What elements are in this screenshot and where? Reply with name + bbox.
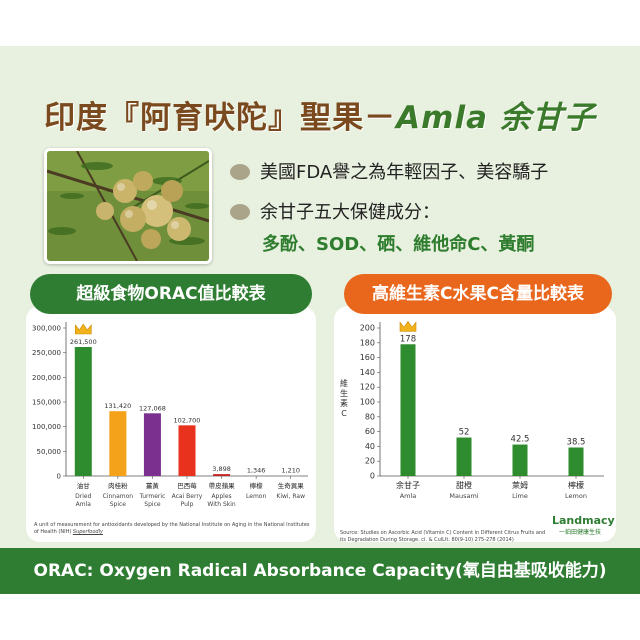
x-tick-label-zh: 巴西莓 — [177, 481, 197, 490]
y-tick-label: 50,000 — [37, 448, 62, 456]
y-tick-label: 160 — [360, 353, 375, 362]
data-label: 1,210 — [281, 466, 300, 474]
y-tick-label: 80 — [365, 412, 375, 421]
crown-icon — [399, 320, 417, 332]
x-tick-label-zh: 余甘子 — [396, 480, 420, 490]
y-axis-label-char: 維 — [340, 378, 348, 388]
superfoodly-link[interactable]: Superfoodly — [72, 529, 103, 535]
y-tick-label: 100 — [360, 398, 375, 407]
bullet-dot-icon — [230, 164, 250, 180]
data-label: 3,898 — [212, 465, 231, 473]
y-axis-label-char: 生 — [340, 388, 348, 398]
x-tick-label-en: Acai Berry — [172, 493, 203, 500]
bar — [143, 413, 161, 476]
bullet-dot-icon — [230, 204, 250, 220]
y-axis-label-char: 素 — [340, 398, 348, 408]
y-tick-label: 100,000 — [32, 423, 61, 431]
vitc-footnote: Source: Studies on Ascorbic Acid (Vitami… — [340, 530, 546, 543]
x-tick-label-en: Amla — [400, 492, 417, 500]
y-tick-label: 200 — [360, 324, 375, 333]
bar — [74, 346, 92, 476]
title-accent: Amla 余甘子 — [396, 100, 596, 136]
orac-footnote: A unit of measurement for antioxidants d… — [34, 522, 314, 536]
y-tick-label: 300,000 — [32, 325, 61, 333]
data-label: 52 — [459, 428, 470, 438]
ingredients-list: 多酚、SOD、硒、維他命C、黃酮 — [262, 234, 535, 255]
y-tick-label: 60 — [365, 427, 375, 436]
data-label: 1,346 — [247, 466, 266, 474]
x-tick-label-en: Lemon — [246, 493, 266, 500]
orac-chart-card: 0 50,000 100,000 150,000 200,000 250,000 300,0… — [26, 306, 316, 542]
x-tick-label-zh: 肉桂粉 — [108, 481, 128, 490]
footer-banner: ORAC: Oxygen Radical Absorbance Capacity… — [0, 548, 640, 594]
crown-icon — [74, 323, 92, 335]
x-tick-label-en: Turmeric — [138, 493, 165, 500]
bar — [213, 474, 231, 476]
data-label: 261,500 — [70, 338, 97, 346]
y-tick-label: 0 — [370, 472, 375, 481]
landmacy-logo: Landmacy 一鉑田健康生技 — [552, 514, 615, 536]
x-tick-label-en: Apples — [211, 493, 231, 500]
title-main: 印度『阿育吠陀』聖果－ — [44, 100, 397, 136]
orac-footnote-text: A unit of measurement for antioxidants d… — [34, 522, 310, 535]
y-tick-label: 40 — [365, 442, 375, 451]
bar — [568, 447, 584, 476]
bar — [109, 411, 127, 476]
data-label: 127,068 — [139, 404, 166, 412]
amla-fruit-image — [47, 151, 209, 261]
x-tick-label-zh: 生奇異果 — [278, 481, 305, 490]
data-label: 178 — [400, 334, 416, 344]
bullet-fda: 美國FDA譽之為年輕因子、美容驕子 — [230, 158, 548, 184]
x-tick-label-zh: 萊姆 — [512, 480, 528, 490]
bullet-ingredients-text: 余甘子五大保健成分： — [260, 202, 440, 223]
x-tick-label-en: Spice — [144, 501, 161, 508]
bar — [247, 475, 265, 477]
x-tick-label-en: With Skin — [207, 501, 235, 508]
page-title: 印度『阿育吠陀』聖果－Amla 余甘子 — [0, 92, 640, 137]
bar — [400, 344, 416, 476]
y-tick-label: 120 — [360, 383, 375, 392]
x-tick-label-zh: 甜橙 — [456, 480, 472, 490]
data-label: 102,700 — [174, 416, 201, 424]
data-label: 38.5 — [567, 438, 586, 448]
logo-name: Landmacy — [552, 514, 615, 527]
x-tick-label-en: Pulp — [181, 501, 194, 508]
y-tick-label: 200,000 — [32, 374, 61, 382]
y-tick-label: 20 — [365, 457, 375, 466]
vitc-chart-title: 高維生素C水果C含量比較表 — [344, 274, 612, 314]
x-tick-label-en: Cinnamon — [103, 493, 134, 500]
y-tick-label: 0 — [57, 473, 61, 481]
x-tick-label-en: Spice — [110, 501, 127, 508]
x-tick-label-en: Amla — [76, 501, 92, 508]
x-tick-label-en: Dried — [75, 493, 91, 500]
y-tick-label: 180 — [360, 338, 375, 347]
bar — [456, 437, 472, 476]
x-tick-label-en: Lemon — [565, 492, 587, 500]
y-axis-label-char: C — [341, 409, 347, 418]
data-label: 42.5 — [511, 435, 530, 445]
x-tick-label-en: Kiwi, Raw — [276, 493, 305, 500]
bar — [178, 425, 196, 476]
x-tick-label-zh: 帶皮蘋果 — [209, 481, 236, 490]
vitc-chart-card: 0 20 40 60 80 100 120 140 160 180 200 維生素 C 178 余甘子 Aml… — [334, 306, 616, 542]
x-tick-label-zh: 檸檬 — [568, 480, 584, 490]
y-tick-label: 150,000 — [32, 399, 61, 407]
y-tick-label: 140 — [360, 368, 375, 377]
x-tick-label-zh: 薑黃 — [146, 481, 160, 490]
x-tick-label-zh: 檸檬 — [250, 481, 264, 490]
x-tick-label-zh: 油甘 — [77, 481, 91, 490]
x-tick-label-en: Lime — [512, 492, 528, 500]
bar — [512, 444, 528, 476]
bar — [282, 475, 300, 477]
x-tick-label-en: Mausami — [449, 492, 478, 500]
bullet-fda-text: 美國FDA譽之為年輕因子、美容驕子 — [260, 162, 549, 183]
data-label: 131,420 — [104, 402, 131, 410]
amla-photo — [44, 148, 212, 264]
logo-sub: 一鉑田健康生技 — [558, 529, 601, 536]
y-tick-label: 250,000 — [32, 349, 61, 357]
vitc-chart: 0 20 40 60 80 100 120 140 160 180 200 維生素C 178 余甘子 Aml… — [340, 320, 604, 500]
orac-chart: 0 50,000 100,000 150,000 200,000 250,000 300,0… — [32, 322, 308, 508]
bullet-ingredients: 余甘子五大保健成分： — [230, 198, 440, 224]
orac-chart-title: 超級食物ORAC值比較表 — [30, 274, 312, 314]
